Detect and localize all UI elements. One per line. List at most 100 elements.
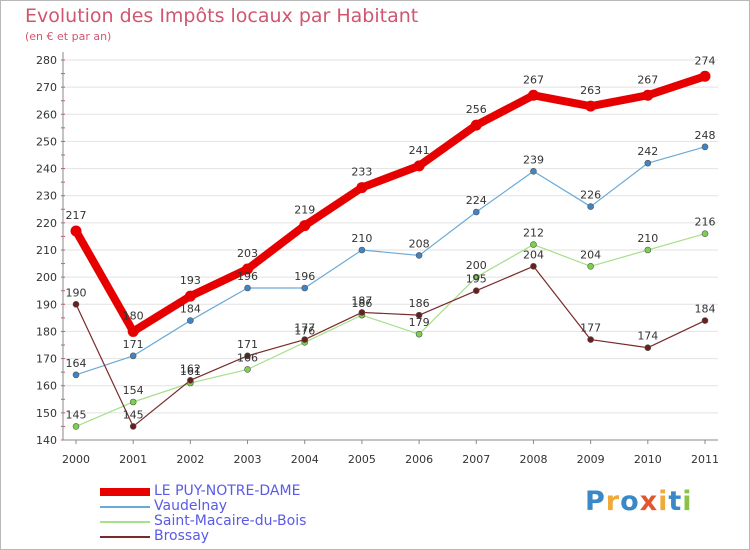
data-label: 180 (123, 309, 144, 322)
data-label: 267 (523, 73, 544, 86)
data-label: 177 (294, 322, 315, 335)
y-tick-label: 270 (36, 81, 57, 94)
data-point (415, 252, 423, 259)
data-label: 226 (580, 189, 601, 202)
data-label: 190 (66, 286, 87, 299)
x-tick-label: 2002 (176, 453, 204, 466)
y-tick-label: 240 (36, 163, 57, 176)
data-label: 186 (351, 297, 372, 310)
legend-swatch (100, 487, 150, 496)
data-label: 263 (580, 84, 601, 97)
data-label: 161 (180, 365, 201, 378)
data-point (187, 376, 194, 384)
data-label: 196 (237, 270, 258, 283)
data-point (358, 246, 366, 254)
data-label: 186 (409, 297, 430, 310)
series-line-2 (75, 233, 706, 428)
data-label: 256 (466, 103, 487, 116)
data-label: 204 (580, 248, 601, 261)
data-point (587, 262, 594, 270)
data-point (701, 317, 709, 324)
data-point (299, 220, 311, 232)
data-label: 210 (351, 232, 372, 245)
x-tick-label: 2007 (462, 453, 490, 466)
data-point (413, 160, 425, 172)
legend-swatch (100, 535, 150, 538)
data-label: 164 (66, 357, 87, 370)
data-point (415, 330, 423, 338)
data-label: 171 (123, 338, 144, 351)
series-line-1 (75, 146, 706, 376)
data-label: 195 (466, 273, 487, 286)
data-point (72, 423, 80, 430)
y-tick-label: 150 (36, 407, 57, 420)
data-point (187, 317, 194, 324)
x-tick-label: 2006 (405, 453, 433, 466)
data-label: 196 (294, 270, 315, 283)
x-tick-label: 2001 (119, 453, 147, 466)
data-label: 193 (180, 274, 201, 287)
data-label: 210 (637, 232, 658, 245)
data-label: 200 (466, 259, 487, 272)
legend-item: Vaudelnay (100, 499, 306, 514)
data-point (415, 311, 423, 319)
data-point (587, 203, 594, 210)
data-point (70, 225, 82, 237)
data-point (129, 398, 137, 406)
x-tick-label: 2005 (348, 453, 376, 466)
data-label: 217 (66, 209, 87, 222)
data-point (644, 246, 652, 254)
data-point (244, 366, 251, 373)
data-point (127, 325, 139, 337)
logo-letter: r (605, 486, 621, 517)
data-point (356, 182, 368, 194)
x-tick-label: 2010 (634, 453, 662, 466)
y-tick-label: 230 (36, 190, 57, 203)
data-label: 233 (351, 166, 372, 179)
y-tick-label: 220 (36, 217, 57, 230)
y-tick-label: 260 (36, 108, 57, 121)
data-point (701, 143, 709, 151)
x-tick-label: 2000 (62, 453, 90, 466)
data-label: 208 (409, 237, 430, 250)
data-label: 219 (294, 204, 315, 217)
legend-label: LE PUY-NOTRE-DAME (154, 483, 301, 499)
logo-letter: P (585, 486, 606, 517)
data-label: 154 (123, 384, 144, 397)
x-tick-label: 2003 (234, 453, 262, 466)
data-point (301, 284, 309, 292)
data-label: 248 (695, 129, 716, 142)
legend-item: Brossay (100, 529, 306, 544)
data-label: 184 (180, 303, 201, 316)
data-point (301, 336, 309, 343)
proxiti-logo: Proxiti (585, 486, 693, 517)
legend-item: Saint-Macaire-du-Bois (100, 514, 306, 529)
y-tick-label: 170 (36, 353, 57, 366)
logo-letter: i (658, 486, 669, 517)
logo-letter: o (620, 486, 640, 517)
chart-legend: LE PUY-NOTRE-DAME Vaudelnay Saint-Macaire-… (100, 484, 306, 544)
x-tick-label: 2004 (291, 453, 319, 466)
x-tick-label: 2011 (691, 453, 719, 466)
data-point (472, 287, 480, 295)
data-label: 174 (637, 330, 658, 343)
data-point (699, 70, 711, 82)
data-point (530, 241, 537, 248)
data-label: 179 (409, 316, 430, 329)
series-line-3 (75, 265, 706, 428)
data-label: 166 (237, 351, 258, 364)
y-tick-label: 160 (36, 380, 57, 393)
y-tick-label: 140 (36, 434, 57, 447)
data-label: 241 (409, 144, 430, 157)
data-point (129, 423, 137, 430)
data-label: 203 (237, 247, 258, 260)
data-label: 145 (66, 408, 87, 421)
data-label: 242 (637, 145, 658, 158)
data-label: 171 (237, 338, 258, 351)
y-tick-label: 250 (36, 135, 57, 148)
legend-swatch (100, 520, 150, 523)
data-label: 267 (637, 73, 658, 86)
data-point (72, 300, 80, 308)
y-tick-label: 190 (36, 298, 57, 311)
